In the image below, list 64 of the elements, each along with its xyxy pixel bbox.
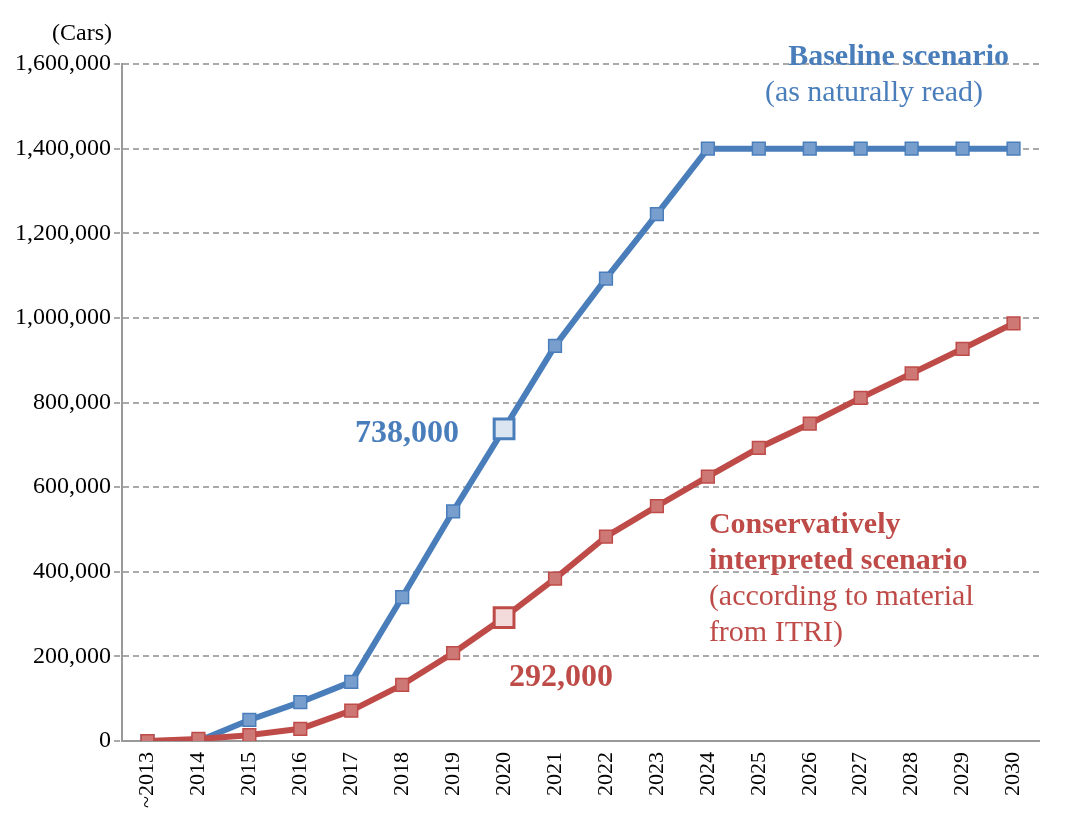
x-tick-label: 2026 — [795, 752, 821, 797]
y-tick-label: 1,000,000 — [15, 303, 111, 330]
x-tick-label: 2029 — [948, 752, 974, 797]
point — [751, 141, 766, 156]
point — [1006, 316, 1021, 331]
point — [904, 141, 919, 156]
point — [751, 440, 766, 455]
x-tick-label: 2014 — [184, 752, 210, 797]
x-tick-label: 2023 — [642, 752, 668, 797]
point — [598, 529, 614, 544]
point — [853, 390, 868, 406]
point — [649, 207, 665, 222]
y-tick-label: 600,000 — [33, 472, 111, 499]
point — [649, 499, 665, 514]
x-tick-label: 2019 — [438, 752, 464, 797]
series-label: Conservatively interpreted scenario — [708, 506, 968, 576]
point — [395, 590, 410, 605]
point — [955, 141, 970, 156]
y-tick-label: 1,600,000 — [15, 49, 111, 76]
y-tick-label: 1,200,000 — [15, 218, 111, 245]
x-tick-label: 2022 — [591, 752, 617, 797]
x-tick-label: 2020 — [489, 752, 515, 797]
text: Baseline scenario — [788, 37, 1009, 71]
x-tick-label: 2024 — [693, 752, 719, 797]
point — [904, 366, 919, 381]
point — [700, 141, 715, 156]
x-tick-label: 2017 — [337, 752, 363, 797]
y-tick-label: 1,400,000 — [15, 133, 111, 160]
point — [293, 695, 308, 710]
point — [344, 703, 359, 718]
x-tick-label: 2030 — [999, 752, 1025, 797]
point — [344, 674, 359, 689]
x-tick-label: ~2013 — [133, 752, 159, 808]
data-label: 292,000 — [509, 656, 614, 693]
x-tick-label: 2016 — [286, 752, 312, 797]
point — [1006, 141, 1021, 156]
annotation: (as naturally read) — [764, 73, 984, 108]
point — [395, 677, 410, 692]
point — [955, 341, 970, 356]
point — [547, 571, 563, 586]
point — [700, 469, 715, 484]
point — [242, 712, 257, 728]
y-tick-label: 200,000 — [33, 641, 111, 668]
point — [446, 645, 461, 661]
x-tick-label: 2021 — [540, 752, 566, 797]
y-axis-title: (Cars) — [52, 19, 112, 46]
y-tick-label: 800,000 — [33, 387, 111, 414]
point — [547, 338, 563, 353]
point — [293, 721, 308, 736]
point — [598, 271, 614, 286]
point — [802, 416, 817, 431]
x-tick-label: 2018 — [387, 752, 413, 797]
point — [802, 141, 817, 156]
x-tick-label: 2028 — [897, 752, 923, 797]
point — [242, 728, 257, 742]
y-tick-label: 400,000 — [33, 557, 111, 584]
annotation: (according to material from ITRI) — [708, 578, 974, 649]
x-tick-label: 2027 — [846, 752, 872, 797]
point — [446, 504, 461, 519]
y-tick-label: 0 — [99, 726, 111, 753]
x-tick-label: 2025 — [744, 752, 770, 797]
point — [853, 141, 868, 156]
x-tick-label: 2015 — [235, 752, 261, 797]
data-label: 738,000 — [355, 413, 460, 450]
